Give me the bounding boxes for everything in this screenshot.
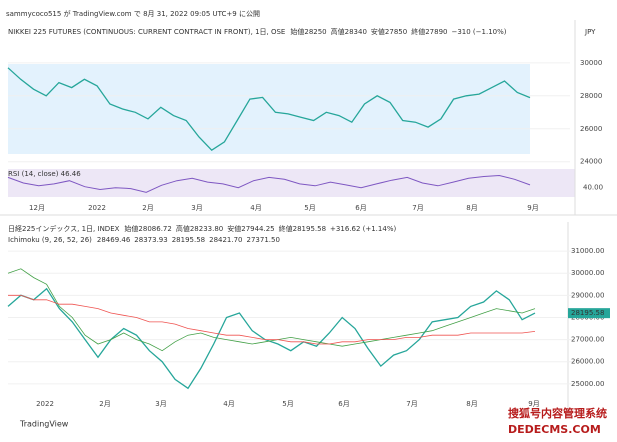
x-tick-label: 4月 [250, 204, 261, 212]
y-tick-label: 24000 [580, 158, 602, 166]
x-tick-label: 7月 [412, 204, 423, 212]
watermark: 搜狐号内容管理系统 [508, 406, 607, 420]
rsi-label: RSI (14, close) 46.46 [8, 170, 81, 178]
x-tick-label: 5月 [282, 400, 293, 408]
x-tick-label: 8月 [466, 204, 477, 212]
y-tick-label: 27000.00 [571, 336, 604, 344]
x-tick-label: 6月 [338, 400, 349, 408]
ichimoku-value: 27371.50 [247, 236, 280, 244]
rsi-tick: 40.00 [583, 184, 603, 192]
x-tick-label: 8月 [466, 400, 477, 408]
chart-title: 日経225インデックス, 1日, INDEX [8, 224, 120, 233]
rsi-line [7, 174, 531, 193]
x-tick-label: 2022 [36, 400, 54, 408]
x-tick-label: 2022 [88, 204, 106, 212]
x-tick-label: 3月 [191, 204, 202, 212]
x-tick-label: 6月 [355, 204, 366, 212]
y-tick-label: 29000.00 [571, 291, 604, 299]
x-tick-label: 9月 [527, 204, 538, 212]
ohlc: 高値28340 [331, 27, 367, 36]
y-tick-label: 26000.00 [571, 358, 604, 366]
last-price-box [568, 308, 610, 319]
x-tick-label: 3月 [155, 400, 166, 408]
x-tick-label: 7月 [406, 400, 417, 408]
ohlc: 安値27850 [371, 27, 407, 36]
x-tick-label: 2月 [99, 400, 110, 408]
ohlc: 始値28086.72 [124, 224, 171, 233]
x-tick-label: 4月 [223, 400, 234, 408]
ohlc: 終値27890 [411, 27, 447, 36]
ohlc: 始値28250 [290, 27, 326, 36]
x-tick-label: 5月 [304, 204, 315, 212]
ichimoku-label: Ichimoku (9, 26, 52, 26) [8, 236, 92, 244]
y-tick-label: 30000.00 [571, 269, 604, 277]
price-line [7, 67, 531, 152]
price-line [8, 294, 536, 345]
ohlc: 終値28195.58 [279, 224, 326, 233]
footer: TradingView [19, 420, 69, 429]
y-tick-label: 31000.00 [571, 247, 604, 255]
header: sammycoco515 が TradingView.com で 8月 31, … [6, 9, 260, 18]
ohlc: 安値27944.25 [227, 224, 274, 233]
axis-unit: JPY [584, 28, 596, 36]
y-tick-label: 28000 [580, 92, 602, 100]
ichimoku-value: 28421.70 [209, 236, 242, 244]
ichimoku-value: 28373.93 [134, 236, 167, 244]
ohlc: +316.62 (+1.14%) [330, 225, 396, 233]
price-line [7, 287, 536, 390]
ohlc: 高値28233.80 [176, 224, 223, 233]
ohlc: −310 (−1.10%) [451, 28, 506, 36]
range-box [8, 64, 530, 154]
x-tick-label: 2月 [142, 204, 153, 212]
price-line [7, 268, 536, 352]
watermark: DEDECMS.COM [508, 423, 601, 436]
x-tick-label: 12月 [29, 204, 45, 212]
chart-title: NIKKEI 225 FUTURES (CONTINUOUS: CURRENT … [8, 28, 285, 36]
y-tick-label: 25000.00 [571, 380, 604, 388]
y-tick-label: 30000 [580, 59, 602, 67]
last-price: 28195.58 [571, 309, 604, 317]
x-tick-label: 9月 [528, 400, 539, 408]
ichimoku-value: 28469.46 [97, 236, 131, 244]
rsi-band [8, 169, 575, 197]
ichimoku-value: 28195.58 [172, 236, 205, 244]
y-tick-label: 26000 [580, 125, 602, 133]
